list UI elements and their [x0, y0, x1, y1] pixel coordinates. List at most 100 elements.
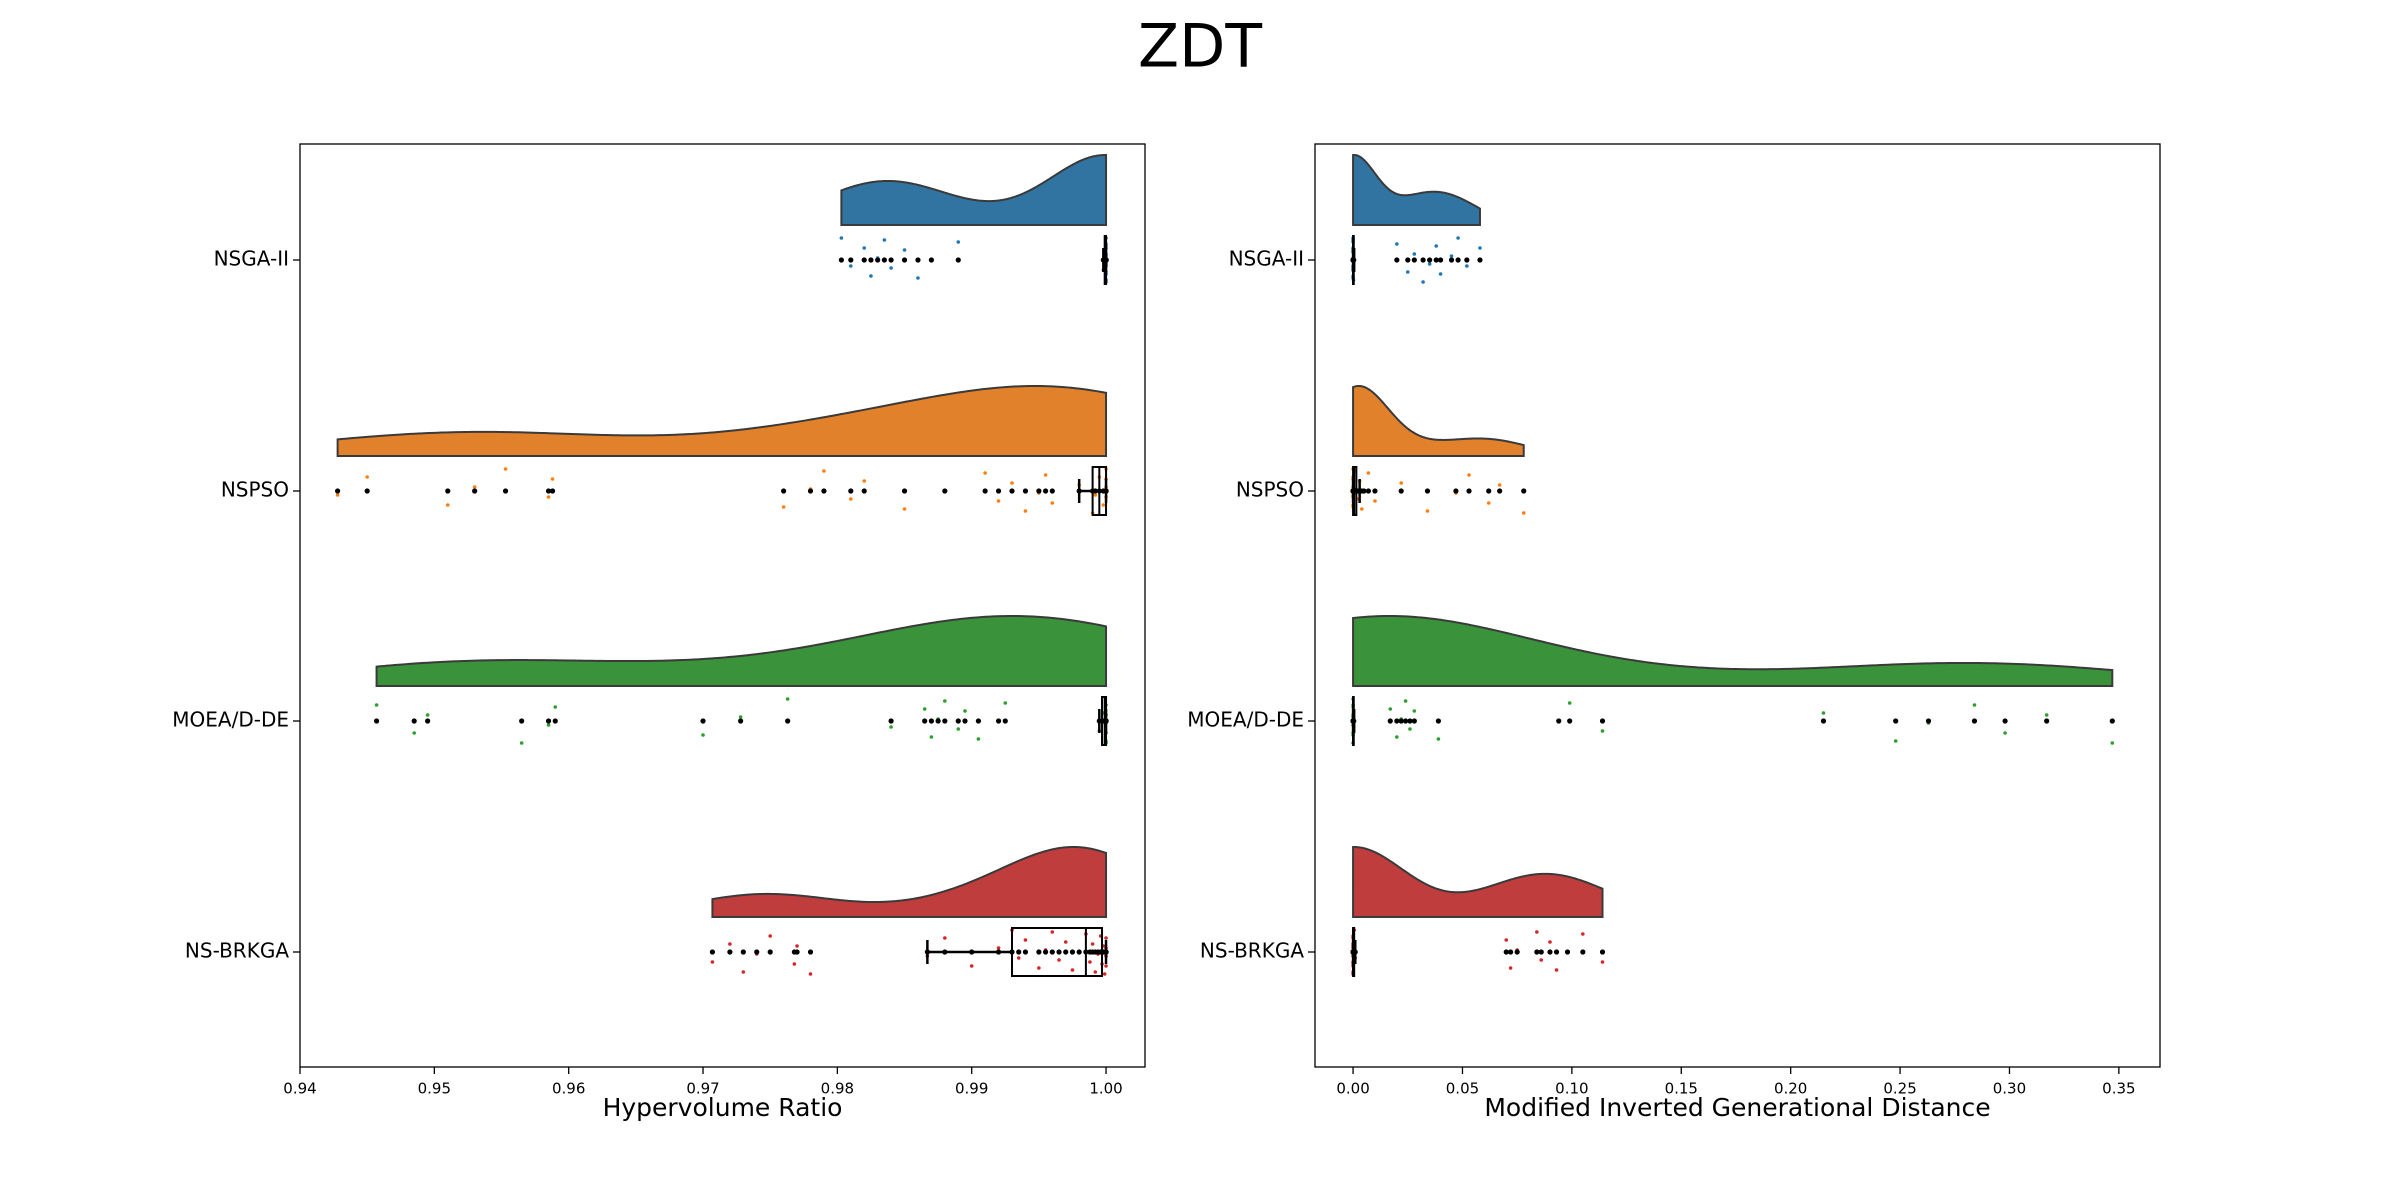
strip-point: [727, 949, 733, 955]
strip-point: [888, 257, 894, 263]
rain-point: [1408, 727, 1412, 731]
rain-point: [848, 497, 853, 501]
y-tick-label: NS-BRKGA: [1200, 939, 1304, 963]
figure-title: ZDT: [1138, 12, 1262, 82]
y-tick-label: NSGA-II: [214, 247, 289, 271]
strip-point: [1076, 949, 1082, 955]
x-tick-label: 1.00: [1089, 1080, 1122, 1098]
strip-point: [1009, 488, 1015, 494]
rain-point: [1043, 473, 1048, 477]
rain-point: [922, 707, 927, 711]
rain-point: [869, 274, 873, 278]
density-cloud: [1352, 384, 1525, 457]
rain-point: [1088, 960, 1092, 964]
strip-point: [942, 718, 948, 724]
rain-point: [1427, 262, 1432, 266]
rain-point: [553, 705, 558, 709]
strip-point: [1405, 257, 1411, 263]
rain-point: [1016, 956, 1021, 960]
x-tick-label: 0.05: [1446, 1080, 1479, 1098]
strip-point: [1407, 718, 1413, 724]
strip-point: [1453, 488, 1459, 494]
strip-point: [1893, 718, 1899, 724]
strip-point: [1092, 488, 1098, 494]
strip-point: [785, 718, 791, 724]
strip-point: [1402, 718, 1409, 724]
rain-point: [996, 499, 1001, 503]
strip-point: [928, 718, 934, 724]
x-tick-label: 0.98: [821, 1080, 854, 1098]
rain-point: [1535, 930, 1539, 934]
strip-point: [2002, 718, 2008, 724]
rain-point: [335, 493, 340, 497]
rain-point: [916, 276, 920, 280]
strip-point: [1437, 257, 1444, 263]
strip-point: [1056, 949, 1062, 955]
strip-point: [794, 949, 800, 955]
rain-point: [1504, 938, 1509, 942]
rain-point: [882, 238, 887, 242]
strip-point: [767, 949, 773, 955]
strip-point: [1063, 949, 1069, 955]
x-tick-label: 0.30: [1993, 1080, 2026, 1098]
x-tick-label: 0.99: [955, 1080, 988, 1098]
strip-point: [1361, 488, 1367, 494]
rain-point: [781, 505, 786, 509]
x-axis-label: Modified Inverted Generational Distance: [1484, 1093, 1990, 1122]
rain-point: [785, 697, 790, 701]
strip-point: [1508, 949, 1514, 955]
rain-point: [1010, 481, 1014, 485]
strip-point: [1464, 257, 1470, 263]
strip-point: [1521, 488, 1527, 494]
y-tick-label: NS-BRKGA: [185, 939, 289, 963]
strip-point: [1049, 488, 1055, 494]
rain-point: [839, 236, 844, 240]
rain-point: [902, 248, 907, 252]
strip-point: [502, 488, 509, 494]
rain-point: [2110, 741, 2115, 745]
strip-point: [1448, 257, 1455, 263]
rain-point: [1600, 960, 1605, 964]
rain-point: [2044, 713, 2049, 717]
rain-point: [1567, 701, 1572, 705]
rain-point: [1425, 509, 1430, 513]
strip-point: [549, 488, 556, 494]
rain-point: [412, 731, 416, 735]
strip-point: [1398, 718, 1404, 724]
rain-point: [1003, 701, 1008, 705]
strip-point: [901, 257, 908, 263]
rain-point: [1360, 507, 1364, 511]
rain-point: [741, 970, 746, 974]
rain-point: [1057, 958, 1061, 962]
rain-point: [1972, 703, 1977, 707]
rain-point: [2003, 731, 2007, 735]
strip-point: [373, 718, 380, 724]
rain-point: [1104, 964, 1108, 968]
strip-point: [928, 257, 934, 263]
rain-point: [1548, 940, 1552, 944]
strip-point: [881, 257, 887, 263]
strip-point: [1365, 488, 1371, 494]
strip-point: [1534, 949, 1540, 955]
x-tick-label: 0.35: [2102, 1080, 2135, 1098]
rain-point: [1539, 958, 1544, 962]
strip-point: [738, 718, 744, 724]
strip-point: [425, 718, 431, 724]
strip-point: [868, 257, 874, 263]
strip-point: [1398, 488, 1404, 494]
rain-point: [1438, 272, 1443, 276]
strip-point: [1435, 718, 1442, 724]
strip-point: [1016, 949, 1022, 955]
strip-point: [1925, 718, 1932, 724]
strip-point: [2044, 718, 2050, 724]
x-tick-label: 0.95: [418, 1080, 451, 1098]
x-tick-label: 0.10: [1555, 1080, 1588, 1098]
strip-point: [838, 257, 844, 263]
rain-point: [969, 964, 974, 968]
rain-point: [1101, 503, 1106, 507]
strip-point: [472, 488, 478, 494]
strip-point: [1820, 718, 1827, 724]
density-cloud: [1352, 846, 1604, 918]
strip-point: [1427, 257, 1433, 263]
